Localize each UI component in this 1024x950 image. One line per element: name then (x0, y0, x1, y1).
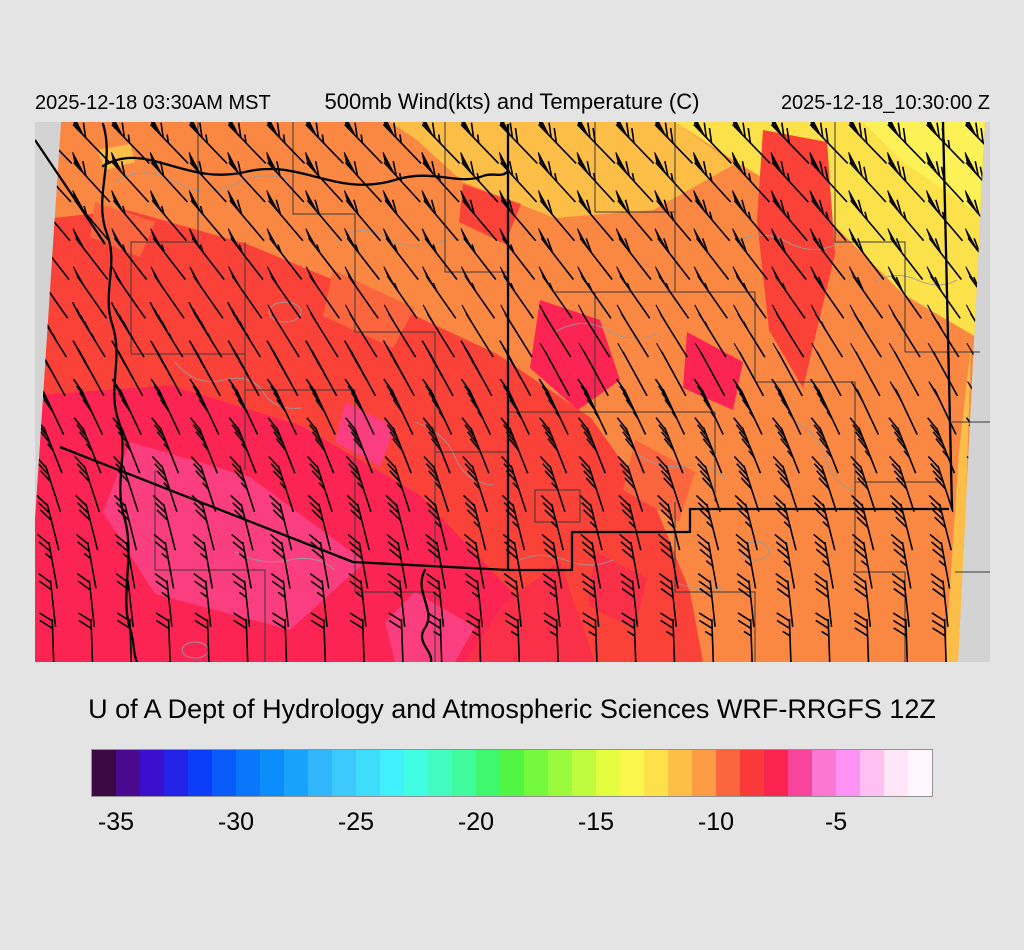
terrain-contour-line (554, 323, 658, 339)
temperature-patch (335, 402, 395, 467)
colorbar-segment (380, 750, 404, 796)
terrain-contour-line (414, 421, 494, 486)
colorbar-segment (836, 750, 860, 796)
map-title: 500mb Wind(kts) and Temperature (C) (324, 89, 700, 114)
colorbar-tick-label: -5 (824, 808, 848, 836)
weather-map-canvas (35, 122, 990, 662)
colorbar-tick-label: -15 (577, 808, 615, 836)
colorbar-segment (116, 750, 140, 796)
river-line (101, 156, 509, 186)
temperature-patch (675, 122, 985, 337)
colorbar-segment (764, 750, 788, 796)
temperature-patch (465, 562, 595, 662)
temperature-patch (757, 130, 835, 388)
colorbar-segment (620, 750, 644, 796)
source-caption: U of A Dept of Hydrology and Atmospheric… (88, 694, 936, 724)
colorbar-segment (860, 750, 884, 796)
terrain-contour-line (514, 555, 614, 566)
colorbar-segment (716, 750, 740, 796)
colorbar-segment (548, 750, 572, 796)
colorbar-segment (692, 750, 716, 796)
terrain-contour-line (181, 641, 209, 659)
terrain-contour-line (174, 361, 302, 409)
colorbar-segment (308, 750, 332, 796)
colorbar-tick-label: -10 (697, 808, 735, 836)
colorbar-segment (884, 750, 908, 796)
state-border-line (35, 139, 106, 245)
colorbar-segment (260, 750, 284, 796)
colorbar-segment (476, 750, 500, 796)
colorbar-tick-label: -35 (97, 808, 135, 836)
colorbar-segment (356, 750, 380, 796)
colorbar-tick-label: -20 (457, 808, 495, 836)
county-border-line (674, 122, 756, 382)
colorbar-segment (332, 750, 356, 796)
valid-timestamp: 2025-12-18_10:30:00 Z (780, 92, 990, 114)
terrain-contour-line (268, 301, 302, 323)
terrain-contour-line (634, 451, 726, 481)
colorbar-segment (908, 750, 932, 796)
state-border-line (59, 445, 949, 572)
colorbar-segment (236, 750, 260, 796)
terrain-contour-line (114, 172, 291, 192)
colorbar-tick-label: -25 (337, 808, 375, 836)
colorbar-segment (668, 750, 692, 796)
colorbar-segment (92, 750, 116, 796)
county-border-line (755, 381, 941, 483)
county-border-line (244, 242, 356, 502)
temperature-patch (390, 122, 735, 218)
colorbar-tick-labels: -35 -30 -25 -20 -15 -10 -5 (92, 808, 932, 838)
colorbar-segment (596, 750, 620, 796)
temperature-patch (863, 122, 985, 214)
colorbar-segment (524, 750, 548, 796)
temperature-patch (385, 592, 475, 662)
terrain-contour-line (740, 541, 770, 561)
colorbar-segment (452, 750, 476, 796)
county-border-line (154, 470, 266, 662)
colorbar-segment (188, 750, 212, 796)
temperature-patch (623, 440, 695, 522)
colorbar-segment (572, 750, 596, 796)
colorbar-segment (644, 750, 668, 796)
county-border-line (674, 502, 756, 662)
temperature-patch (90, 202, 155, 257)
river-line (420, 568, 433, 662)
temperature-patch (588, 552, 647, 628)
county-border-line (534, 489, 581, 523)
temperature-colorbar (91, 749, 933, 797)
temperature-patch (459, 184, 521, 244)
weather-map (35, 122, 990, 662)
colorbar-segment (740, 750, 764, 796)
colorbar-segment (212, 750, 236, 796)
county-border-line (854, 482, 906, 662)
temperature-field (35, 122, 985, 662)
colorbar-segment (140, 750, 164, 796)
county-border-line (355, 331, 508, 453)
colorbar-segment (284, 750, 308, 796)
init-timestamp: 2025-12-18 03:30AM MST (35, 92, 271, 114)
colorbar-segment (500, 750, 524, 796)
temperature-patch (945, 344, 971, 662)
state-border-line (941, 122, 954, 510)
temperature-patch (683, 332, 743, 410)
colorbar-segment (812, 750, 836, 796)
temperature-patch (323, 270, 415, 348)
terrain-contour-line (674, 581, 724, 590)
county-border-line (834, 122, 906, 352)
river-line (101, 122, 139, 662)
colorbar-segment (164, 750, 188, 796)
county-border-line (292, 122, 356, 332)
colorbar-segment (404, 750, 428, 796)
county-border-line (444, 122, 508, 273)
colorbar-segment (788, 750, 812, 796)
boundary-lines (35, 122, 990, 662)
colorbar-segment (428, 750, 452, 796)
colorbar-tick-label: -30 (217, 808, 255, 836)
terrain-contour-line (334, 230, 476, 248)
terrain-contour-line (794, 421, 856, 493)
